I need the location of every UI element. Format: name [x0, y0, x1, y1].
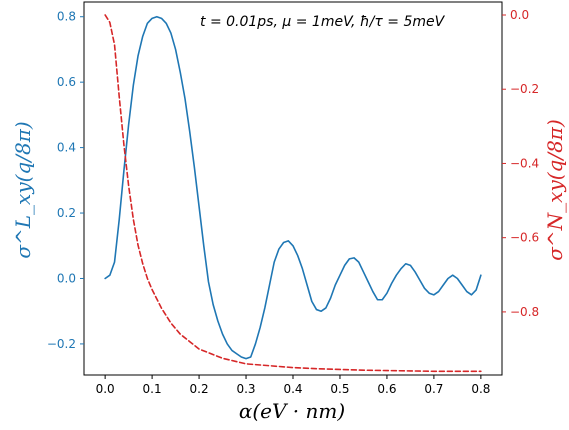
x-tick-label: 0.8 [471, 382, 490, 396]
y-right-tick-label: 0.0 [510, 8, 529, 22]
y-right-tick-label: −0.6 [510, 231, 539, 245]
x-tick-label: 0.6 [377, 382, 396, 396]
y-right-tick-label: −0.4 [510, 156, 539, 170]
x-tick-label: 0.7 [424, 382, 443, 396]
x-tick-label: 0.0 [96, 382, 115, 396]
x-tick-label: 0.1 [143, 382, 162, 396]
y-left-tick-label: 0.4 [57, 141, 76, 155]
y-right-tick-label: −0.8 [510, 305, 539, 319]
plot-area: 0.0 0.1 0.2 0.3 0.4 0.5 0.6 0.7 0.8 −0.2 0.0 0.2 0.4… [47, 1, 539, 396]
x-tick-label: 0.3 [236, 382, 255, 396]
series-line-1-left [104, 15, 482, 360]
x-tick-label: 0.2 [190, 382, 209, 396]
y-left-tick-label: 0.0 [57, 271, 76, 285]
series-line-2-right [104, 14, 482, 373]
y-left-tick-label: 0.2 [57, 206, 76, 220]
y-right-tick-label: −0.2 [510, 82, 539, 96]
y-left-tick-label: 0.6 [57, 75, 76, 89]
y-left-tick-label: −0.2 [47, 337, 76, 351]
y-axis-right-label: σ^N_xy(q/8π) [543, 119, 567, 261]
plot-frame [83, 1, 503, 376]
x-axis-label: α(eV · nm) [239, 399, 345, 423]
x-tick-label: 0.4 [283, 382, 302, 396]
chart-annotation: t = 0.01ps, μ = 1meV, ħ/τ = 5meV [200, 14, 446, 30]
y-left-tick-label: 0.8 [57, 10, 76, 24]
y-axis-left-label: σ^L_xy(q/8π) [11, 121, 35, 258]
x-tick-label: 0.5 [330, 382, 349, 396]
